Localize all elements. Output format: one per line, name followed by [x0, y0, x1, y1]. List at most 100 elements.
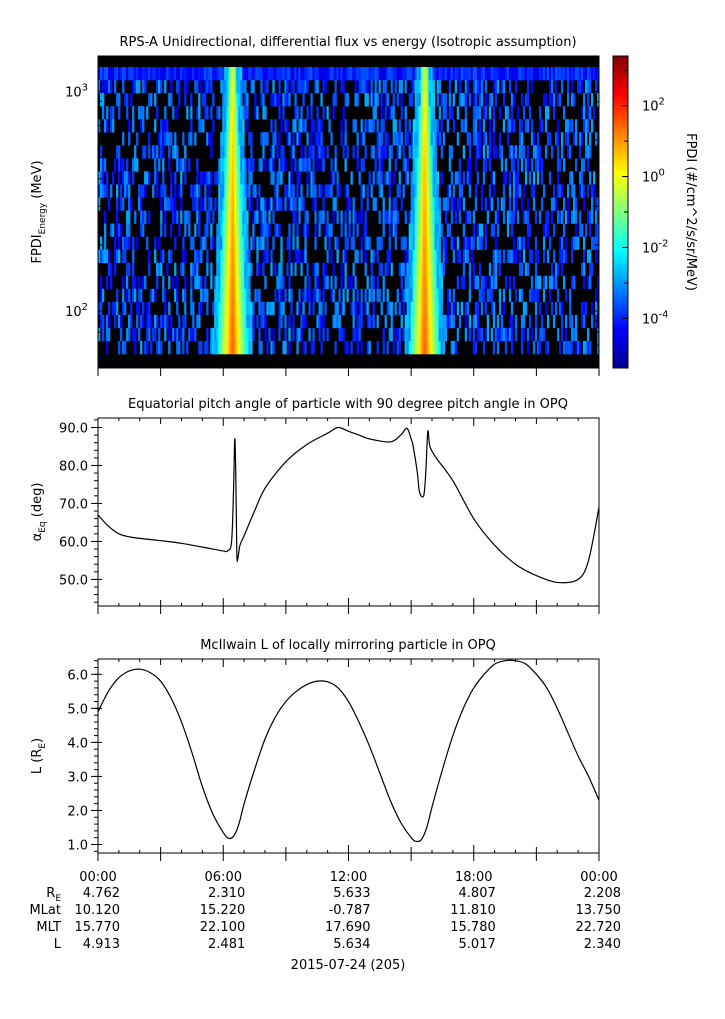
heatmap-cell [356, 249, 359, 263]
heatmap-cell [264, 197, 267, 211]
heatmap-cell [336, 210, 339, 224]
heatmap-cell [534, 158, 538, 172]
heatmap-cell [530, 184, 534, 198]
heatmap-cell [534, 67, 538, 81]
heatmap-cell [200, 249, 203, 263]
heatmap-cell [582, 158, 586, 172]
heatmap-cell [370, 249, 373, 263]
heatmap-cell [400, 93, 403, 107]
heatmap-cell [224, 210, 227, 224]
heatmap-cell [336, 301, 339, 316]
heatmap-cell [430, 210, 433, 224]
heatmap-cell [400, 80, 403, 94]
heatmap-cell [236, 301, 239, 316]
heatmap-cell [268, 197, 271, 211]
heatmap-cell [256, 236, 259, 250]
heatmap-cell [506, 132, 510, 146]
heatmap-cell [138, 275, 141, 290]
heatmap-cell [434, 340, 437, 355]
heatmap-cell [104, 184, 107, 198]
heatmap-cell [194, 249, 197, 263]
heatmap-cell [430, 262, 433, 277]
heatmap-cell [242, 288, 245, 303]
heatmap-cell [406, 327, 409, 342]
heatmap-cell [298, 288, 301, 303]
time-tick-label: 00:00 [79, 870, 116, 885]
heatmap-cell [564, 327, 568, 342]
heatmap-cell [104, 158, 107, 172]
heatmap-cell [294, 210, 297, 224]
heatmap-cell [230, 197, 233, 211]
heatmap-cell [410, 236, 413, 250]
heatmap-cell [336, 236, 339, 250]
heatmap-cell [112, 67, 115, 81]
heatmap-cell [356, 288, 359, 303]
heatmap-cell [316, 80, 319, 94]
heatmap-cell [588, 132, 592, 146]
heatmap-cell [586, 106, 590, 120]
heatmap-cell [122, 249, 125, 263]
heatmap-cell [392, 197, 395, 211]
heatmap-cell [480, 93, 484, 107]
heatmap-cell [570, 314, 574, 329]
heatmap-cell [300, 67, 303, 81]
heatmap-cell [234, 106, 237, 120]
heatmap-cell [390, 210, 393, 224]
heatmap-cell [348, 223, 351, 237]
ytick-label: 5.0 [67, 702, 88, 717]
heatmap-cell [502, 119, 506, 133]
heatmap-cell [246, 340, 249, 355]
heatmap-cell [304, 249, 307, 263]
heatmap-cell [224, 93, 227, 107]
heatmap-cell [438, 301, 441, 316]
heatmap-cell [182, 288, 185, 303]
heatmap-cell [404, 249, 407, 263]
heatmap-cell [286, 236, 289, 250]
heatmap-cell [244, 301, 247, 316]
heatmap-cell [486, 145, 490, 159]
heatmap-cell [360, 132, 363, 146]
heatmap-cell [422, 67, 425, 81]
heatmap-cell [212, 119, 215, 133]
heatmap-cell [418, 158, 421, 172]
heatmap-cell [476, 106, 480, 120]
ephemeris-value: 17.690 [325, 920, 371, 935]
heatmap-cell [192, 197, 195, 211]
heatmap-cell [474, 301, 478, 316]
heatmap-cell [146, 171, 149, 185]
heatmap-cell [512, 171, 516, 185]
heatmap-cell [156, 145, 159, 159]
heatmap-cell [280, 158, 283, 172]
heatmap-cell [408, 210, 411, 224]
heatmap-cell [548, 275, 552, 290]
heatmap-cell [458, 80, 462, 94]
heatmap-cell [582, 262, 586, 277]
heatmap-cell [534, 210, 538, 224]
heatmap-cell [264, 249, 267, 263]
heatmap-cell [128, 236, 131, 250]
heatmap-cell [196, 275, 199, 290]
heatmap-cell [558, 67, 562, 81]
heatmap-cell [440, 314, 443, 329]
heatmap-cell [122, 80, 125, 94]
heatmap-cell [428, 171, 431, 185]
heatmap-cell [234, 197, 237, 211]
heatmap-cell [270, 249, 273, 263]
heatmap-cell [424, 301, 427, 316]
heatmap-cell [226, 197, 229, 211]
heatmap-cell [294, 93, 297, 107]
heatmap-cell [424, 171, 427, 185]
heatmap-cell [450, 340, 453, 355]
heatmap-cell [412, 262, 415, 277]
heatmap-cell [142, 184, 145, 198]
heatmap-cell [270, 67, 273, 81]
heatmap-cell [246, 288, 249, 303]
heatmap-cell [292, 145, 295, 159]
heatmap-cell [314, 210, 317, 224]
heatmap-cell [170, 132, 173, 146]
heatmap-cell [594, 80, 598, 94]
heatmap-cell [228, 314, 231, 329]
heatmap-cell [412, 145, 415, 159]
heatmap-cell [264, 80, 267, 94]
heatmap-cell [116, 210, 119, 224]
